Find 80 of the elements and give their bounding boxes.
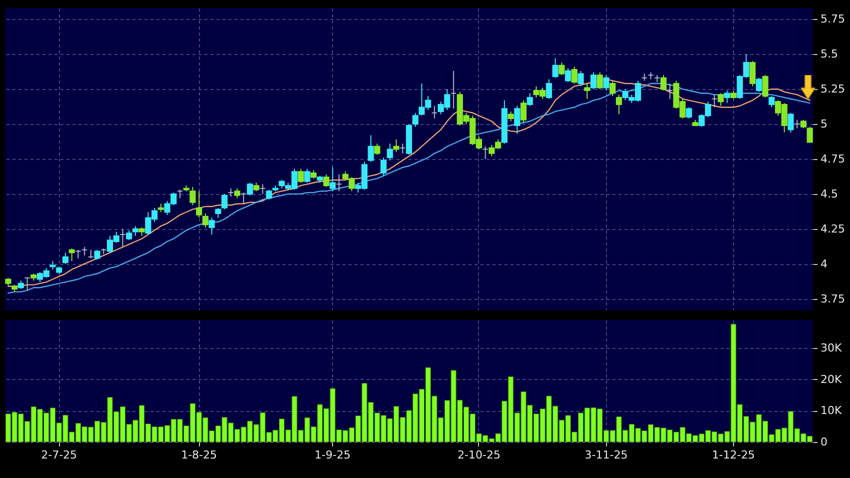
candlestick xyxy=(412,112,418,128)
candlestick xyxy=(374,143,380,156)
y-tick-label: 30K xyxy=(820,342,842,355)
candlestick xyxy=(190,186,196,206)
candlestick xyxy=(520,100,527,124)
x-tick-label: 1-12-25 xyxy=(712,448,755,462)
candlestick xyxy=(666,83,673,100)
candlestick xyxy=(246,182,253,196)
candlestick xyxy=(660,74,667,91)
y-tick-label: 4.75 xyxy=(820,152,845,166)
x-tick-label: 2-7-25 xyxy=(41,448,78,462)
candlestick xyxy=(526,92,533,106)
candlestick xyxy=(234,188,240,199)
candlestick xyxy=(240,192,247,204)
candlestick xyxy=(323,174,330,188)
y-tick-label: 5.25 xyxy=(820,82,845,96)
x-tick-label: 3-11-25 xyxy=(584,448,628,462)
y-tick-label: 4.25 xyxy=(820,222,845,236)
candlestick xyxy=(126,230,132,241)
y-tick-label: 5.75 xyxy=(820,12,845,26)
candlestick xyxy=(724,90,730,104)
candlestick xyxy=(768,96,775,108)
y-tick-label: 3.75 xyxy=(820,292,845,306)
candlestick xyxy=(330,166,336,192)
candlestick xyxy=(298,168,304,184)
candlestick xyxy=(304,168,310,184)
y-tick-label: 10K xyxy=(820,404,842,418)
candlestick xyxy=(221,193,228,210)
candlestick xyxy=(132,226,138,236)
y-tick-label: 4.5 xyxy=(820,187,838,200)
candlestick xyxy=(762,74,768,98)
y-tick-label: 20K xyxy=(820,372,842,386)
candlestick xyxy=(603,74,610,91)
candlestick xyxy=(686,106,692,119)
candlestick xyxy=(578,70,584,87)
y-tick-label: 4 xyxy=(820,257,828,270)
candlestick xyxy=(565,68,572,83)
candlestick xyxy=(400,143,406,154)
candlestick xyxy=(508,110,514,122)
y-tick-label: 5 xyxy=(820,118,828,131)
candlestick xyxy=(711,94,718,108)
candlestick xyxy=(718,92,724,106)
candlestick xyxy=(196,190,202,218)
candlestick xyxy=(806,126,813,143)
candlestick xyxy=(450,70,457,110)
candlestick xyxy=(202,213,208,228)
candlestick xyxy=(584,83,590,100)
candlestick xyxy=(260,184,266,194)
candlestick xyxy=(750,60,756,87)
candlestick xyxy=(552,58,558,78)
candlestick xyxy=(514,105,520,134)
candlestick xyxy=(386,143,393,161)
candlestick xyxy=(616,94,622,115)
candlestick xyxy=(62,252,68,264)
candlestick xyxy=(24,277,30,291)
candlestick xyxy=(590,72,597,90)
candlestick xyxy=(336,174,342,192)
candlestick xyxy=(546,78,552,100)
candlestick xyxy=(393,138,400,153)
candlestick xyxy=(482,146,488,160)
candlestick xyxy=(208,217,215,235)
candlestick xyxy=(788,112,794,133)
candlestick xyxy=(558,62,565,76)
x-tick-label: 1-8-25 xyxy=(181,448,218,462)
candlestick xyxy=(431,105,438,119)
candlestick xyxy=(368,134,374,162)
candlestick xyxy=(68,248,75,262)
candlestick xyxy=(215,207,222,218)
candlestick xyxy=(120,228,126,248)
x-tick-label: 1-9-25 xyxy=(314,448,351,462)
candlestick xyxy=(94,249,100,260)
candlestick xyxy=(380,157,387,176)
y-tick-label: 0 xyxy=(820,436,828,448)
candlestick xyxy=(266,189,272,200)
y-tick-label: 5.5 xyxy=(820,48,838,61)
candlestick xyxy=(571,66,578,84)
candlestick xyxy=(756,77,762,92)
x-tick-label: 2-10-25 xyxy=(458,448,500,462)
candlestick xyxy=(610,80,616,97)
candlestick xyxy=(596,72,603,90)
